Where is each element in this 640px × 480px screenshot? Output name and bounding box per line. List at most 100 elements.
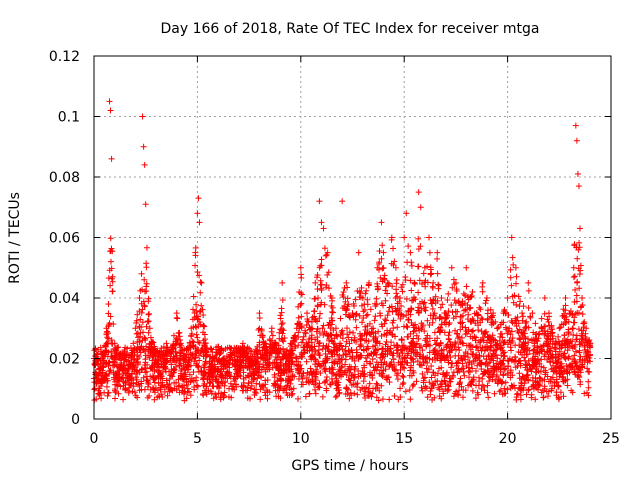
data-point (278, 305, 285, 312)
data-point (469, 387, 476, 394)
data-point (471, 310, 478, 317)
data-point (561, 332, 568, 339)
data-point (186, 371, 193, 378)
data-point (482, 300, 489, 307)
data-point (373, 380, 380, 387)
data-point (470, 327, 477, 334)
data-point (413, 332, 420, 339)
data-point (316, 380, 323, 387)
data-point (419, 370, 426, 377)
data-point (363, 331, 370, 338)
data-point (517, 392, 524, 399)
data-point (279, 279, 286, 286)
data-point (407, 249, 414, 256)
data-point (420, 270, 427, 277)
data-point (407, 396, 414, 403)
data-point (289, 390, 296, 397)
data-point (512, 353, 519, 360)
data-point (334, 360, 341, 367)
data-point (413, 378, 420, 385)
data-point (426, 249, 433, 256)
data-point (168, 361, 175, 368)
data-point (437, 304, 444, 311)
data-point (379, 345, 386, 352)
data-point (472, 395, 479, 402)
data-point (346, 395, 353, 402)
data-point (447, 354, 454, 361)
data-point (146, 310, 153, 317)
data-point (341, 284, 348, 291)
data-point (391, 258, 398, 265)
x-tick-label: 0 (90, 431, 99, 447)
data-point (268, 328, 275, 335)
data-point (494, 325, 501, 332)
data-point (134, 361, 141, 368)
data-point (108, 265, 115, 272)
data-point (428, 300, 435, 307)
data-point (453, 388, 460, 395)
data-point (579, 295, 586, 301)
data-point (507, 274, 514, 281)
data-point (572, 286, 579, 293)
data-point (575, 326, 582, 333)
data-point (206, 380, 213, 387)
data-point (479, 382, 486, 389)
data-point (362, 388, 369, 395)
data-point (304, 310, 311, 317)
data-point (457, 375, 464, 382)
data-point (523, 318, 530, 325)
data-point (430, 279, 437, 286)
data-point (105, 310, 112, 317)
data-point (424, 369, 431, 376)
data-point (328, 308, 335, 315)
data-point (373, 394, 380, 401)
data-point (130, 383, 137, 390)
data-point (137, 316, 144, 323)
data-point (329, 297, 336, 304)
data-point (415, 246, 422, 253)
x-tick-label: 20 (499, 431, 517, 447)
data-point (298, 300, 305, 307)
data-point (173, 314, 180, 321)
data-point (459, 394, 466, 401)
data-point (120, 396, 127, 403)
data-point (132, 374, 139, 381)
data-point (193, 331, 200, 338)
data-point (394, 376, 401, 383)
data-point (194, 210, 201, 217)
y-tick-label: 0.02 (49, 352, 80, 368)
data-point (312, 295, 319, 302)
data-point (483, 297, 490, 304)
data-point (351, 390, 358, 397)
data-point (449, 372, 456, 379)
data-point (303, 358, 310, 365)
data-point (366, 380, 373, 387)
data-point (397, 346, 404, 353)
data-point (485, 394, 492, 401)
data-point (132, 325, 139, 332)
data-point (446, 329, 453, 336)
data-point (138, 270, 145, 277)
data-point (403, 296, 410, 303)
data-point (136, 295, 143, 301)
data-point (452, 352, 459, 359)
data-point (390, 356, 397, 363)
data-point (525, 304, 532, 311)
data-point (342, 343, 349, 350)
data-point (298, 271, 305, 278)
data-point (402, 388, 409, 395)
data-point (343, 351, 350, 358)
data-point (297, 264, 304, 271)
data-point (151, 379, 158, 386)
data-point (259, 361, 266, 368)
data-point (290, 385, 297, 392)
y-tick-label: 0.04 (49, 291, 80, 307)
data-point (253, 380, 260, 387)
data-point (575, 183, 582, 190)
data-point (521, 380, 528, 387)
data-point (407, 330, 414, 337)
data-point (145, 311, 152, 318)
data-point (184, 385, 191, 392)
data-point (515, 293, 522, 300)
data-point (379, 242, 386, 249)
